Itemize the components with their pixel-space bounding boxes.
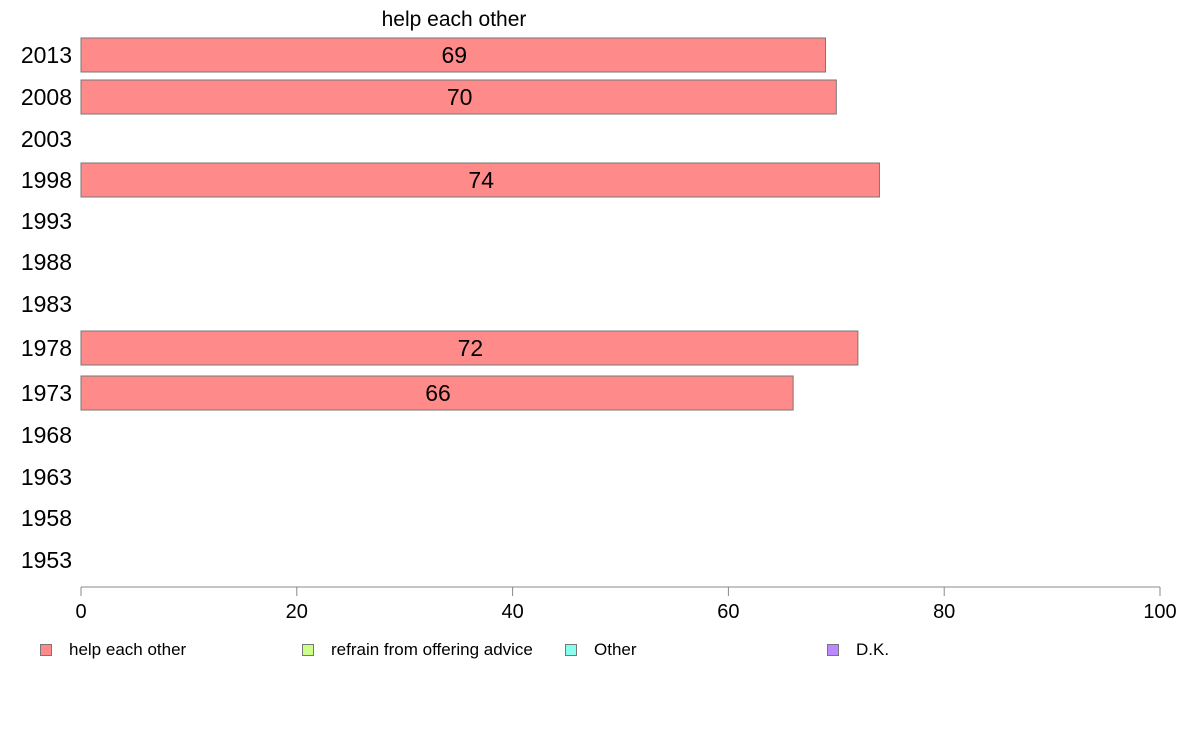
category-label: 1958: [21, 505, 72, 531]
category-label: 1973: [21, 380, 72, 406]
data-label: 74: [468, 167, 494, 193]
legend-item-dk: D.K.: [827, 640, 889, 660]
bar: [80, 375, 794, 411]
legend: help each other refrain from offering ad…: [40, 640, 1160, 660]
category-label: 1968: [21, 422, 72, 448]
legend-item-refrain-from-offering-advice: refrain from offering advice: [302, 640, 533, 660]
legend-label: refrain from offering advice: [331, 640, 533, 659]
x-axis: 0 20 40 60 80 100: [75, 586, 1177, 623]
bars-layer: 69 70 74 72 66: [80, 37, 880, 411]
data-label: 70: [447, 84, 473, 110]
data-label: 72: [458, 335, 484, 361]
bar: [80, 162, 880, 198]
legend-label: help each other: [69, 640, 187, 659]
category-label: 2008: [21, 84, 72, 110]
bar: [80, 330, 859, 366]
legend-swatch: [302, 644, 314, 656]
category-label: 1993: [21, 208, 72, 234]
legend-swatch: [40, 644, 52, 656]
data-label: 69: [441, 42, 467, 68]
legend-swatch: [565, 644, 577, 656]
x-tick-label: 0: [75, 601, 86, 623]
chart-title: help each other: [382, 8, 527, 31]
category-label: 2003: [21, 126, 72, 152]
category-label: 1953: [21, 547, 72, 573]
legend-item-help-each-other: help each other: [40, 640, 186, 660]
x-tick-label: 20: [286, 601, 308, 623]
legend-swatch: [827, 644, 839, 656]
legend-label: D.K.: [856, 640, 890, 659]
category-label: 1998: [21, 167, 72, 193]
x-tick-label: 40: [501, 601, 523, 623]
category-label: 1978: [21, 335, 72, 361]
legend-item-other: Other: [565, 640, 637, 660]
bar-chart: help each other 69 70 74 72 66 2013 2008 2003 1…: [21, 8, 1177, 623]
data-label: 66: [425, 380, 451, 406]
category-labels: 2013 2008 2003 1998 1993 1988 1983 1978 1973 1968…: [21, 42, 72, 573]
x-tick-label: 80: [933, 601, 955, 623]
legend-label: Other: [594, 640, 637, 659]
category-label: 1963: [21, 464, 72, 490]
category-label: 1988: [21, 249, 72, 275]
bar: [80, 37, 827, 73]
x-tick-label: 60: [717, 601, 739, 623]
category-label: 1983: [21, 291, 72, 317]
category-label: 2013: [21, 42, 72, 68]
x-tick-label: 100: [1143, 601, 1176, 623]
bar: [80, 79, 837, 115]
